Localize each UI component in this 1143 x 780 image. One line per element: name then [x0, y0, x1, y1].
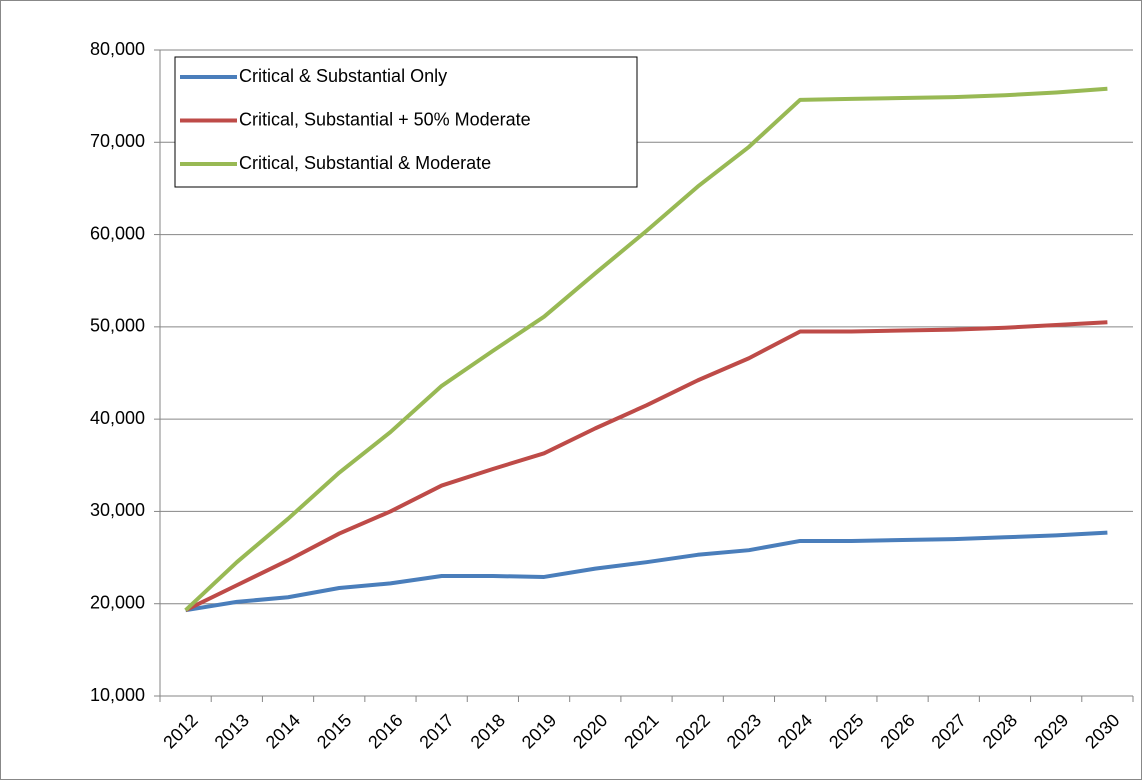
legend-label: Critical & Substantial Only [239, 66, 447, 86]
y-tick-label: 30,000 [90, 500, 145, 520]
series-line [184, 320, 1108, 612]
legend-label: Critical, Substantial & Moderate [239, 153, 491, 173]
series-line [184, 86, 1108, 612]
y-tick-label: 80,000 [90, 39, 145, 59]
legend: Critical & Substantial Only Critical, Sub… [174, 56, 638, 188]
legend-box [174, 56, 638, 188]
y-tick-label: 70,000 [90, 131, 145, 151]
y-tick-label: 60,000 [90, 223, 145, 243]
y-tick-label: 20,000 [90, 592, 145, 612]
y-tick-label: 40,000 [90, 408, 145, 428]
series-line [185, 530, 1108, 613]
legend-label: Critical, Substantial + 50% Moderate [239, 109, 531, 129]
y-tick-label: 10,000 [90, 685, 145, 705]
y-tick-label: 50,000 [90, 316, 145, 336]
